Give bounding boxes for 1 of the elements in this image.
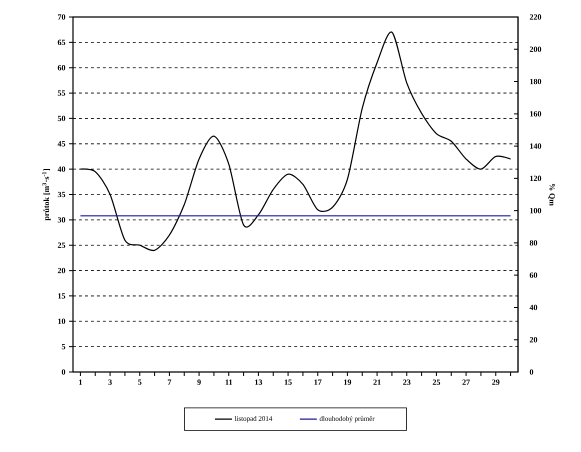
line-series [80, 32, 512, 251]
